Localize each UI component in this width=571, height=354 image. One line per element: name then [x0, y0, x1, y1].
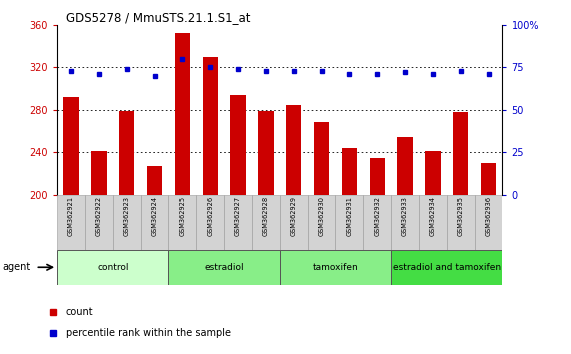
- Bar: [147, 166, 162, 195]
- Text: GSM362929: GSM362929: [291, 196, 297, 236]
- Bar: [397, 137, 413, 195]
- Bar: [168, 195, 196, 250]
- Text: GSM362925: GSM362925: [179, 196, 186, 236]
- Bar: [57, 250, 168, 285]
- Bar: [224, 195, 252, 250]
- Text: GSM362934: GSM362934: [430, 196, 436, 236]
- Text: GSM362928: GSM362928: [263, 196, 269, 236]
- Bar: [391, 250, 502, 285]
- Text: GDS5278 / MmuSTS.21.1.S1_at: GDS5278 / MmuSTS.21.1.S1_at: [66, 11, 251, 24]
- Bar: [112, 195, 140, 250]
- Text: GSM362932: GSM362932: [374, 196, 380, 236]
- Bar: [280, 250, 391, 285]
- Bar: [63, 97, 79, 195]
- Text: GSM362931: GSM362931: [347, 196, 352, 236]
- Text: estradiol: estradiol: [204, 263, 244, 272]
- Bar: [453, 112, 468, 195]
- Bar: [447, 195, 475, 250]
- Text: count: count: [66, 307, 94, 316]
- Bar: [314, 122, 329, 195]
- Bar: [168, 250, 280, 285]
- Text: GSM362935: GSM362935: [458, 196, 464, 236]
- Bar: [425, 151, 441, 195]
- Bar: [363, 195, 391, 250]
- Bar: [369, 158, 385, 195]
- Bar: [140, 195, 168, 250]
- Text: tamoxifen: tamoxifen: [312, 263, 359, 272]
- Bar: [119, 111, 134, 195]
- Text: agent: agent: [3, 262, 31, 272]
- Bar: [419, 195, 447, 250]
- Bar: [475, 195, 502, 250]
- Bar: [341, 148, 357, 195]
- Text: GSM362933: GSM362933: [402, 196, 408, 236]
- Text: estradiol and tamoxifen: estradiol and tamoxifen: [393, 263, 501, 272]
- Bar: [481, 163, 496, 195]
- Bar: [57, 195, 85, 250]
- Bar: [175, 33, 190, 195]
- Text: GSM362927: GSM362927: [235, 196, 241, 236]
- Text: control: control: [97, 263, 128, 272]
- Text: GSM362921: GSM362921: [68, 196, 74, 236]
- Text: percentile rank within the sample: percentile rank within the sample: [66, 328, 231, 338]
- Text: GSM362922: GSM362922: [96, 196, 102, 236]
- Bar: [91, 151, 107, 195]
- Bar: [230, 95, 246, 195]
- Text: GSM362924: GSM362924: [151, 196, 158, 236]
- Bar: [85, 195, 113, 250]
- Text: GSM362926: GSM362926: [207, 196, 213, 236]
- Bar: [335, 195, 363, 250]
- Bar: [252, 195, 280, 250]
- Text: GSM362923: GSM362923: [124, 196, 130, 236]
- Text: GSM362930: GSM362930: [319, 196, 324, 236]
- Bar: [258, 111, 274, 195]
- Bar: [203, 57, 218, 195]
- Bar: [280, 195, 308, 250]
- Bar: [391, 195, 419, 250]
- Bar: [286, 105, 301, 195]
- Text: GSM362936: GSM362936: [485, 196, 492, 236]
- Bar: [196, 195, 224, 250]
- Bar: [308, 195, 336, 250]
